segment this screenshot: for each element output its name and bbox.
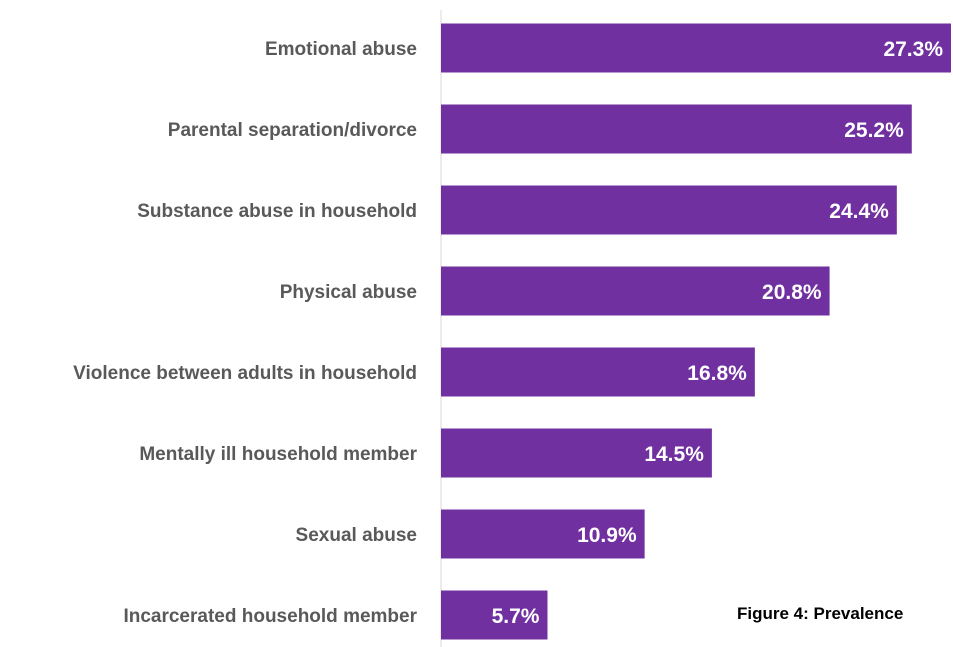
value-label: 27.3% [883, 38, 943, 61]
bar [441, 185, 897, 235]
value-labels-group: 27.3% 25.2% 24.4% 20.8% 16.8% 14.5% 10.9% 5.7% [492, 38, 944, 628]
bar [441, 509, 645, 559]
value-label: 5.7% [492, 605, 540, 628]
value-label: 20.8% [762, 281, 822, 304]
category-label: Sexual abuse [296, 525, 417, 546]
bar [441, 347, 755, 397]
bar [441, 428, 712, 478]
category-label: Incarcerated household member [123, 606, 417, 627]
value-label: 14.5% [644, 443, 704, 466]
category-labels-group: Emotional abuse Parental separation/divor… [73, 39, 417, 627]
bars-group [441, 23, 951, 640]
figure-caption: Figure 4: Prevalence [737, 604, 903, 623]
bar [441, 23, 951, 73]
category-label: Physical abuse [280, 282, 417, 303]
category-label: Substance abuse in household [137, 201, 417, 222]
category-label: Mentally ill household member [139, 444, 417, 465]
value-label: 24.4% [829, 200, 889, 223]
category-label: Emotional abuse [265, 39, 417, 60]
category-label: Violence between adults in household [73, 363, 417, 384]
bar [441, 590, 548, 640]
value-label: 16.8% [687, 362, 747, 385]
category-label: Parental separation/divorce [168, 120, 417, 141]
bar [441, 266, 830, 316]
bar [441, 104, 912, 154]
value-label: 25.2% [844, 119, 904, 142]
value-label: 10.9% [577, 524, 637, 547]
